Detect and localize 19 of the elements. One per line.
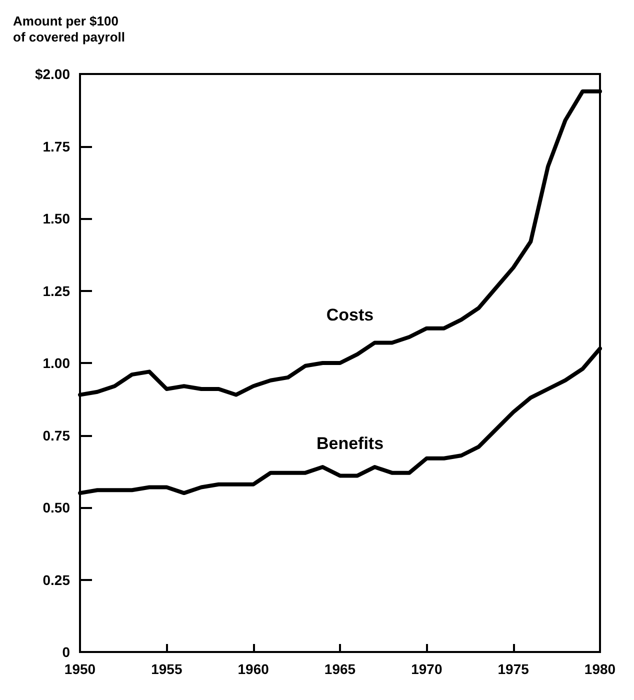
y-tick-label: 1.25 [42,282,70,299]
y-tick-label: $2.00 [34,66,70,82]
x-tick-label: 1955 [151,661,182,677]
y-tick-label: 0.50 [42,500,70,516]
y-axis-title: Amount per $100 of covered payroll [13,14,125,44]
y-tick-label: 1.50 [42,210,70,226]
y-tick-label: 1.00 [42,355,70,371]
y-tick-label: 0.75 [42,427,70,444]
x-tick-label: 1980 [584,661,616,677]
series-label: Benefits [316,434,384,454]
y-tick-label: 0 [62,644,70,660]
x-tick-label: 1975 [498,661,530,677]
x-tick-label: 1960 [238,661,270,677]
y-tick-label: 1.75 [42,138,70,154]
series-label: Costs [326,306,374,324]
y-tick-label: 0.25 [42,572,70,588]
x-tick-label: 1965 [324,661,356,677]
x-tick-label: 1950 [64,661,96,677]
x-tick-label: 1970 [411,661,442,677]
